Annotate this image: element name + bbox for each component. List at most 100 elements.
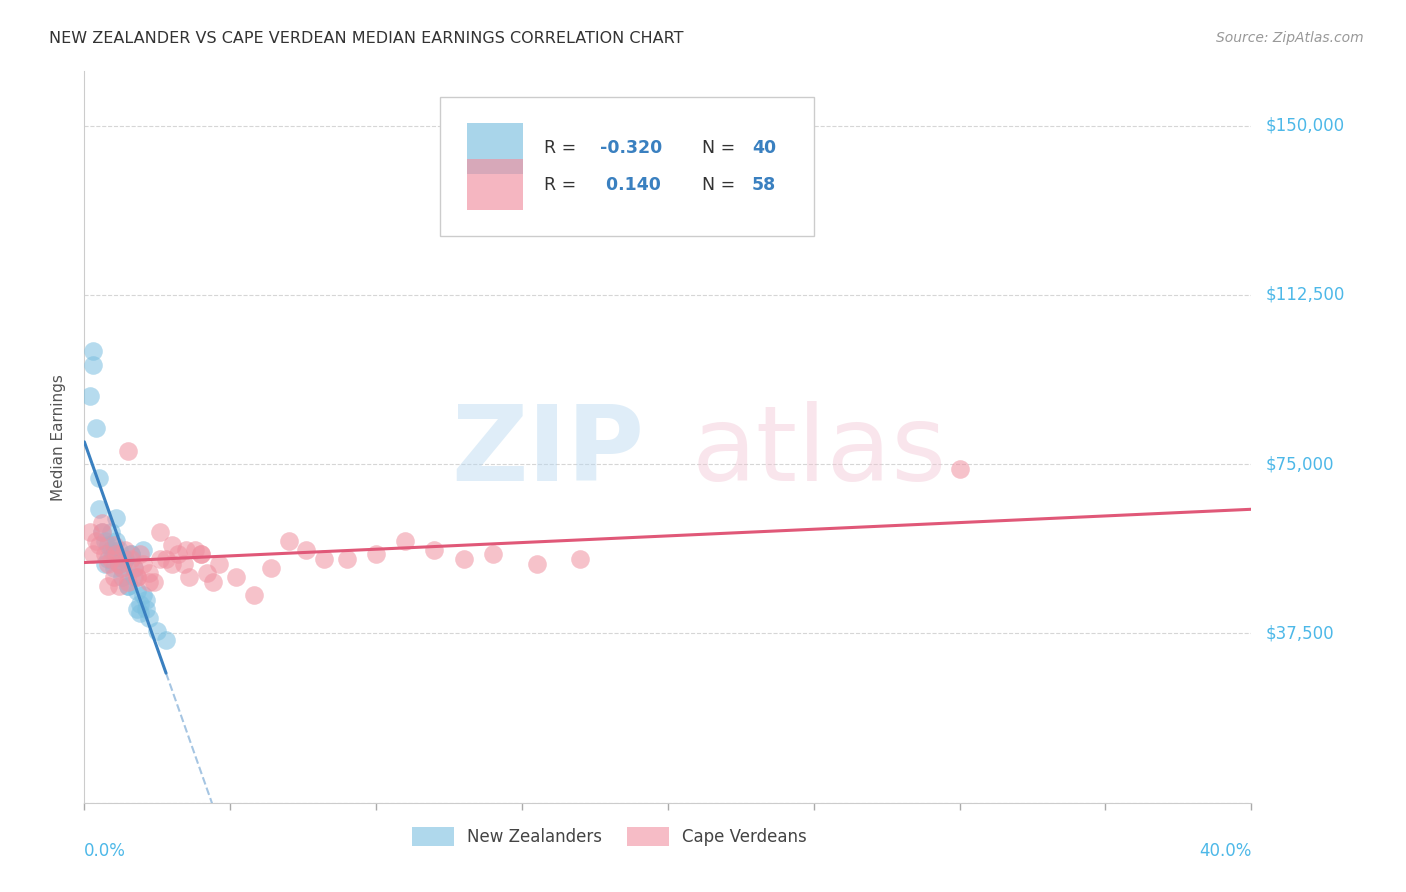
Point — [90, 524, 112, 539]
Point — [201, 574, 224, 589]
Point — [100, 552, 122, 566]
Text: 0.140: 0.140 — [600, 176, 661, 194]
Point — [105, 548, 128, 562]
Point — [260, 561, 283, 575]
Point — [949, 461, 972, 475]
Text: R =: R = — [544, 176, 582, 194]
Point — [94, 548, 117, 562]
Point — [79, 389, 101, 403]
Point — [179, 570, 201, 584]
Point — [94, 557, 117, 571]
Point — [394, 533, 416, 548]
Point — [120, 548, 142, 562]
Text: $37,500: $37,500 — [1265, 624, 1334, 642]
Point — [132, 557, 155, 571]
Point — [128, 548, 150, 562]
Point — [149, 552, 172, 566]
Text: 58: 58 — [752, 176, 776, 194]
Point — [135, 592, 157, 607]
Point — [103, 538, 125, 552]
Point — [108, 557, 131, 571]
Point — [526, 557, 548, 571]
Point — [117, 574, 139, 589]
Text: 40: 40 — [752, 139, 776, 157]
Text: ZIP: ZIP — [451, 401, 644, 503]
Point — [111, 570, 134, 584]
Text: N =: N = — [702, 139, 741, 157]
Text: atlas: atlas — [692, 401, 946, 503]
Point — [138, 574, 160, 589]
Point — [125, 570, 148, 584]
Point — [84, 421, 107, 435]
Point — [453, 552, 475, 566]
Point — [155, 552, 177, 566]
Text: $75,000: $75,000 — [1265, 455, 1334, 473]
Point — [366, 548, 388, 562]
Text: Source: ZipAtlas.com: Source: ZipAtlas.com — [1216, 31, 1364, 45]
Point — [138, 610, 160, 624]
FancyBboxPatch shape — [467, 159, 523, 211]
Point — [312, 552, 335, 566]
Point — [143, 574, 166, 589]
Point — [336, 552, 359, 566]
Point — [87, 502, 110, 516]
Text: 40.0%: 40.0% — [1199, 842, 1251, 860]
Point — [117, 579, 139, 593]
Point — [117, 579, 139, 593]
Point — [122, 561, 145, 575]
Point — [295, 543, 318, 558]
Point — [120, 552, 142, 566]
Point — [97, 579, 120, 593]
Text: R =: R = — [544, 139, 582, 157]
Point — [111, 561, 134, 575]
Point — [114, 552, 136, 566]
Point — [114, 543, 136, 558]
Point — [125, 601, 148, 615]
Point — [125, 583, 148, 598]
Point — [122, 570, 145, 584]
Point — [103, 570, 125, 584]
Text: -0.320: -0.320 — [600, 139, 662, 157]
Point — [128, 597, 150, 611]
Point — [111, 561, 134, 575]
Point — [100, 543, 122, 558]
Legend: New Zealanders, Cape Verdeans: New Zealanders, Cape Verdeans — [405, 821, 814, 853]
Point — [120, 548, 142, 562]
Point — [100, 524, 122, 539]
Text: $112,500: $112,500 — [1265, 285, 1344, 304]
Point — [225, 570, 247, 584]
Point — [90, 516, 112, 530]
Point — [97, 557, 120, 571]
Point — [190, 548, 212, 562]
Point — [166, 548, 188, 562]
FancyBboxPatch shape — [467, 122, 523, 174]
Point — [132, 543, 155, 558]
Point — [94, 533, 117, 548]
Point — [155, 633, 177, 648]
Text: NEW ZEALANDER VS CAPE VERDEAN MEDIAN EARNINGS CORRELATION CHART: NEW ZEALANDER VS CAPE VERDEAN MEDIAN EAR… — [49, 31, 683, 46]
Point — [423, 543, 446, 558]
Point — [97, 538, 120, 552]
Point — [84, 533, 107, 548]
Point — [87, 471, 110, 485]
Point — [132, 588, 155, 602]
Point — [277, 533, 299, 548]
Y-axis label: Median Earnings: Median Earnings — [51, 374, 66, 500]
Point — [160, 538, 183, 552]
Point — [114, 552, 136, 566]
Point — [190, 548, 212, 562]
Point — [176, 543, 198, 558]
Point — [108, 579, 131, 593]
Point — [79, 524, 101, 539]
Point — [146, 624, 169, 639]
Text: 0.0%: 0.0% — [84, 842, 127, 860]
Point — [482, 548, 505, 562]
Point — [103, 561, 125, 575]
Point — [117, 443, 139, 458]
Point — [82, 358, 104, 372]
Point — [103, 548, 125, 562]
Point — [108, 557, 131, 571]
Point — [97, 552, 120, 566]
Text: $150,000: $150,000 — [1265, 117, 1344, 135]
Point — [105, 533, 128, 548]
